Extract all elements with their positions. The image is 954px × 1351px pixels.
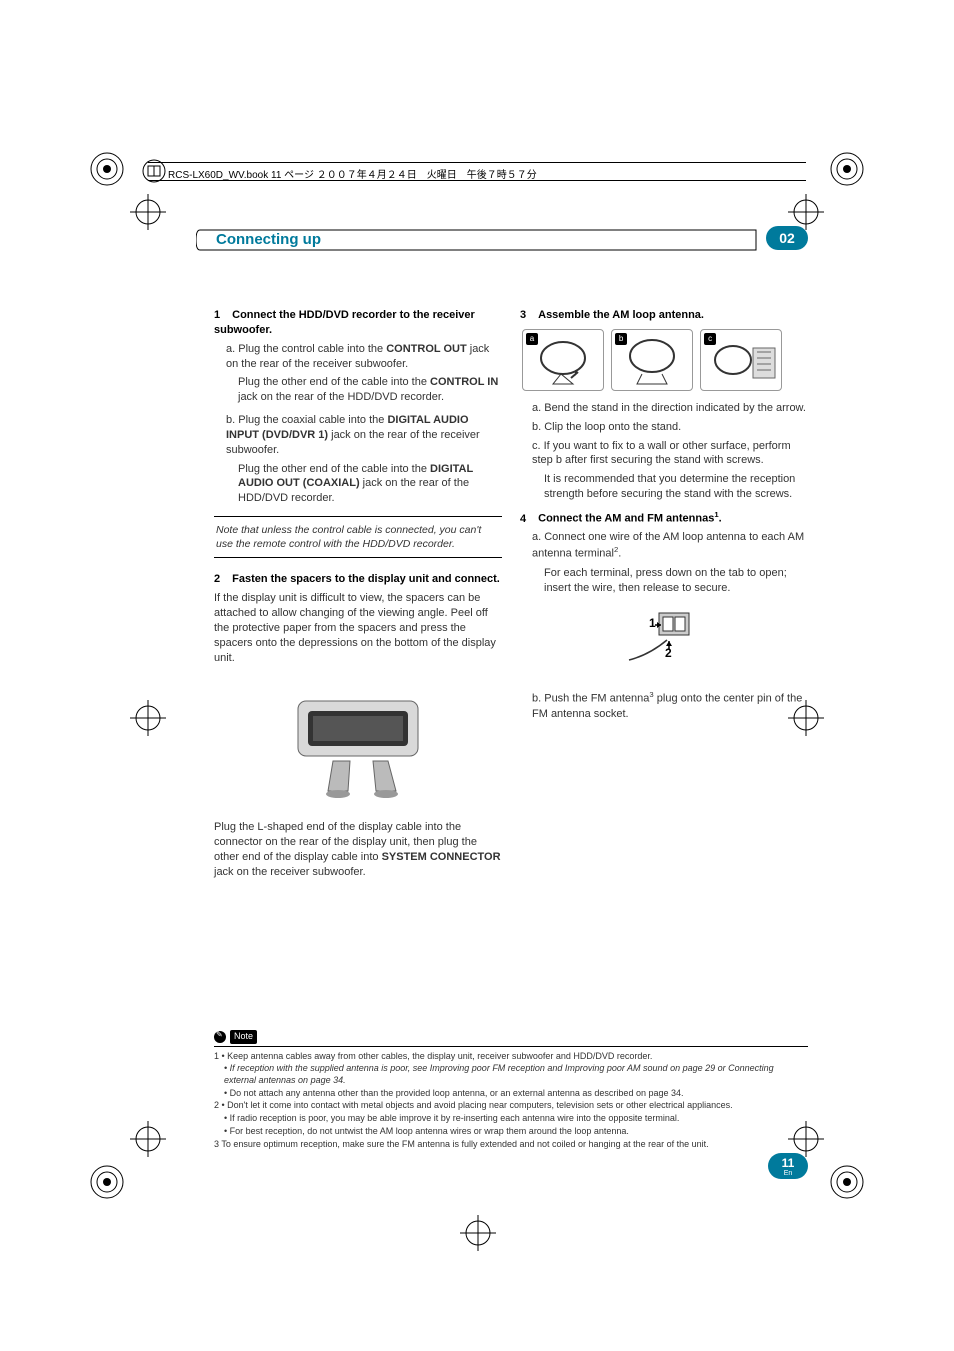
reg-mark [130, 194, 166, 230]
footnote-line: • Do not attach any antenna other than t… [214, 1088, 808, 1100]
reg-mark [130, 700, 166, 736]
step-1b: b. Plug the coaxial cable into the DIGIT… [226, 413, 502, 458]
terminal-figure: 1 2 [520, 605, 808, 680]
diagram-c: c [700, 329, 782, 391]
page-number-value: 11 [782, 1156, 795, 1170]
page-lang: En [768, 1171, 808, 1177]
step-title: Fasten the spacers to the display unit a… [232, 573, 500, 585]
antenna-assembly-figure: a b c [520, 329, 808, 391]
step-4a: a. Connect one wire of the AM loop anten… [532, 530, 808, 561]
note-box: Note that unless the control cable is co… [214, 516, 502, 558]
fig-label-1: 1 [649, 616, 656, 630]
reg-mark [460, 1215, 496, 1251]
page: RCS-LX60D_WV.book 11 ページ ２００７年４月２４日 火曜日 … [0, 0, 954, 1351]
note-label: Note [230, 1030, 257, 1044]
chapter-header: Connecting up 02 [196, 226, 808, 256]
footnote-line: • For best reception, do not untwist the… [214, 1126, 808, 1138]
book-icon [142, 159, 166, 188]
left-column: 1Connect the HDD/DVD recorder to the rec… [214, 308, 502, 880]
step-num: 1 [214, 309, 220, 321]
step-4a-cont: For each terminal, press down on the tab… [544, 566, 808, 596]
step-1a: a. Plug the control cable into the CONTR… [226, 342, 502, 372]
step-title: Connect the HDD/DVD recorder to the rece… [214, 309, 475, 336]
diagram-label: c [704, 333, 716, 345]
diagram-b: b [611, 329, 693, 391]
display-unit-figure [214, 676, 502, 811]
corner-mark-tl [88, 150, 126, 188]
footnote-rule [214, 1046, 808, 1047]
corner-mark-bl [88, 1163, 126, 1201]
chapter-number: 02 [766, 226, 808, 250]
step-num: 4 [520, 513, 526, 525]
step-4-heading: 4Connect the AM and FM antennas1. [520, 510, 808, 527]
step-3b: b. Clip the loop onto the stand. [532, 420, 808, 435]
footnote-line: 1 • Keep antenna cables away from other … [214, 1051, 808, 1063]
diagram-label: a [526, 333, 538, 345]
reg-mark [130, 1121, 166, 1157]
footnote-line: 3 To ensure optimum reception, make sure… [214, 1139, 808, 1151]
step-2-after-fig: Plug the L-shaped end of the display cab… [214, 820, 502, 879]
diagram-label: b [615, 333, 627, 345]
page-number: 11 En [768, 1153, 808, 1179]
step-2-body: If the display unit is difficult to view… [214, 591, 502, 665]
footnote-line: • If radio reception is poor, you may be… [214, 1113, 808, 1125]
footnote-line: • If reception with the supplied antenna… [214, 1063, 808, 1086]
step-4b: b. Push the FM antenna3 plug onto the ce… [532, 690, 808, 721]
corner-mark-br [828, 1163, 866, 1201]
step-1b-cont: Plug the other end of the cable into the… [238, 462, 502, 507]
header-rule [148, 162, 806, 163]
step-3c: c. If you want to fix to a wall or other… [532, 439, 808, 469]
step-2-heading: 2 Fasten the spacers to the display unit … [214, 572, 502, 587]
diagram-a: a [522, 329, 604, 391]
header-rule [148, 180, 806, 181]
corner-mark-tr [828, 150, 866, 188]
step-title: Assemble the AM loop antenna. [538, 309, 704, 321]
footnote-line: 2 • Don't let it come into contact with … [214, 1100, 808, 1112]
step-num: 2 [214, 573, 220, 585]
step-1a-cont: Plug the other end of the cable into the… [238, 375, 502, 405]
right-column: 3 Assemble the AM loop antenna. a b c a. … [520, 308, 808, 726]
header-meta: RCS-LX60D_WV.book 11 ページ ２００７年４月２４日 火曜日 … [168, 166, 537, 181]
chapter-title: Connecting up [216, 231, 321, 248]
footnote-section: Note 1 • Keep antenna cables away from o… [214, 1030, 808, 1151]
note-icon [214, 1031, 226, 1043]
step-3-heading: 3 Assemble the AM loop antenna. [520, 308, 808, 323]
step-1-heading: 1Connect the HDD/DVD recorder to the rec… [214, 308, 502, 338]
step-num: 3 [520, 309, 526, 321]
step-3a: a. Bend the stand in the direction indic… [532, 401, 808, 416]
step-3c-cont: It is recommended that you determine the… [544, 472, 808, 502]
reg-mark [788, 194, 824, 230]
